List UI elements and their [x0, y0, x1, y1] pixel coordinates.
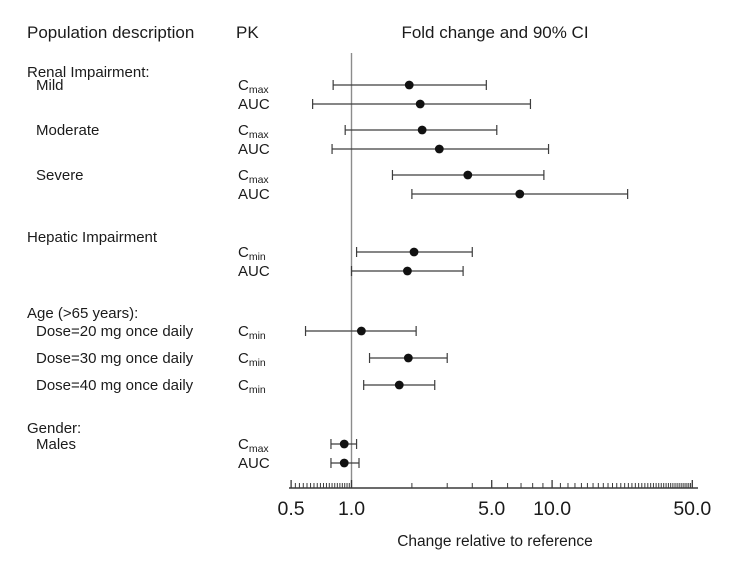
- population-label: Gender:: [27, 420, 81, 437]
- pk-parameter-label: Cmin: [238, 377, 266, 396]
- column-header-plot-title: Fold change and 90% CI: [401, 23, 589, 42]
- pk-parameter-label: Cmin: [238, 350, 266, 369]
- population-label: Dose=20 mg once daily: [36, 323, 194, 340]
- pk-parameter-label: Cmax: [238, 436, 269, 455]
- x-axis-tick-label: 5.0: [478, 498, 505, 520]
- estimate-dot: [339, 439, 349, 449]
- population-label: Renal Impairment:: [27, 64, 150, 81]
- column-header-population: Population description: [27, 23, 195, 42]
- pk-parameter-label: AUC: [238, 263, 270, 280]
- pk-parameter-subscript: max: [249, 84, 270, 96]
- pk-parameter-label: AUC: [238, 96, 270, 113]
- estimate-dot: [463, 170, 473, 180]
- estimate-dot: [415, 99, 425, 109]
- x-axis-tick-label: 1.0: [338, 498, 365, 520]
- estimate-dot: [394, 380, 404, 390]
- pk-parameter-subscript: max: [249, 443, 270, 455]
- pk-parameter-label: Cmax: [238, 122, 269, 141]
- population-label: Dose=30 mg once daily: [36, 350, 194, 367]
- column-header-pk: PK: [236, 23, 259, 42]
- estimate-dot: [403, 353, 413, 363]
- pk-parameter-label: Cmin: [238, 244, 266, 263]
- pk-parameter-label: Cmin: [238, 323, 266, 342]
- population-label: Severe: [36, 167, 84, 184]
- pk-parameter-label: AUC: [238, 141, 270, 158]
- x-axis-tick-label: 10.0: [533, 498, 571, 520]
- pk-parameter-subscript: max: [249, 174, 270, 186]
- pk-parameter-label: Cmax: [238, 77, 269, 96]
- pk-parameter-subscript: min: [249, 384, 266, 396]
- estimate-dot: [404, 80, 414, 90]
- estimate-dot: [403, 266, 412, 276]
- population-label: Males: [36, 436, 76, 453]
- pk-parameter-label: AUC: [238, 455, 270, 472]
- estimate-dot: [515, 189, 525, 199]
- pk-parameter-subscript: min: [249, 357, 266, 369]
- estimate-dot: [434, 144, 444, 154]
- estimate-dot: [409, 247, 419, 257]
- x-axis-tick-label: 50.0: [673, 498, 711, 520]
- x-axis-tick-label: 0.5: [278, 498, 305, 520]
- estimate-dot: [417, 125, 427, 135]
- pk-parameter-subscript: min: [249, 330, 266, 342]
- population-label: Moderate: [36, 122, 99, 139]
- x-axis-title: Change relative to reference: [397, 533, 593, 550]
- population-label: Dose=40 mg once daily: [36, 377, 194, 394]
- population-label: Age (>65 years):: [27, 305, 138, 322]
- population-label: Hepatic Impairment: [27, 229, 158, 246]
- estimate-dot: [356, 326, 366, 336]
- population-label: Mild: [36, 77, 64, 94]
- estimate-dot: [339, 458, 349, 468]
- pk-parameter-label: AUC: [238, 186, 270, 203]
- pk-parameter-label: Cmax: [238, 167, 269, 186]
- pk-parameter-subscript: min: [249, 251, 266, 263]
- pk-parameter-subscript: max: [249, 129, 270, 141]
